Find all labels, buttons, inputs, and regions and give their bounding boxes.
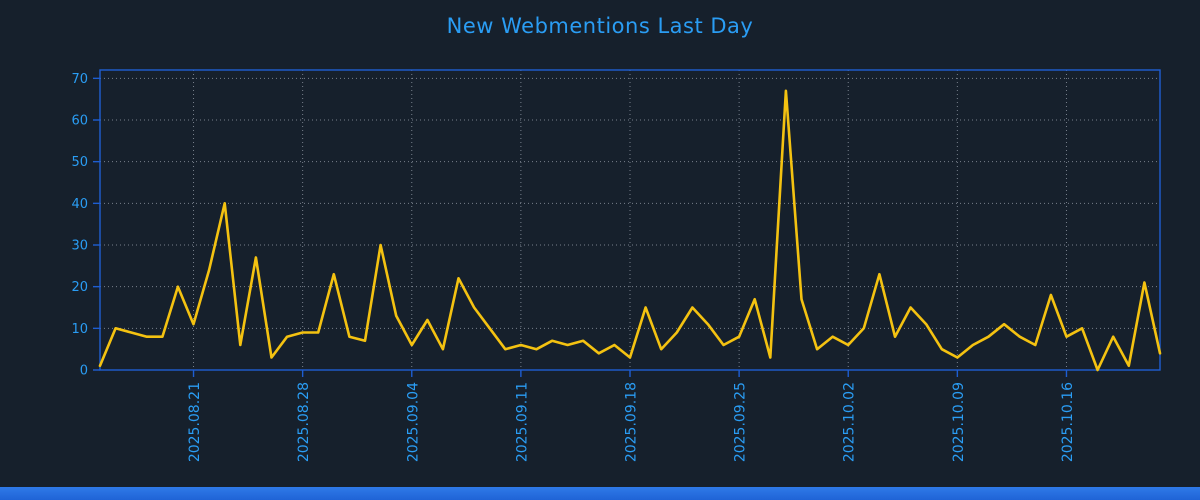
y-tick-label: 20 xyxy=(71,280,88,295)
x-tick-label: 2025.09.18 xyxy=(624,382,640,462)
y-tick-label: 60 xyxy=(71,114,88,129)
x-tick-label: 2025.08.28 xyxy=(296,382,312,462)
x-tick-label: 2025.09.25 xyxy=(733,382,749,462)
x-tick-label: 2025.08.21 xyxy=(187,382,203,462)
y-tick-label: 30 xyxy=(71,239,88,254)
series-line xyxy=(98,89,1162,372)
y-tick-label: 10 xyxy=(71,322,88,337)
y-tick-label: 50 xyxy=(71,155,88,170)
y-tick-label: 70 xyxy=(71,72,88,87)
y-tick-label: 0 xyxy=(80,364,88,379)
x-tick-label: 2025.09.11 xyxy=(514,382,530,462)
x-tick-label: 2025.10.16 xyxy=(1060,382,1076,462)
x-tick-label: 2025.10.09 xyxy=(951,382,967,462)
bottom-accent-bar xyxy=(0,487,1200,500)
chart-title: New Webmentions Last Day xyxy=(446,14,754,38)
x-tick-label: 2025.09.04 xyxy=(405,382,421,462)
y-tick-label: 40 xyxy=(71,197,88,212)
x-tick-label: 2025.10.02 xyxy=(842,382,858,462)
